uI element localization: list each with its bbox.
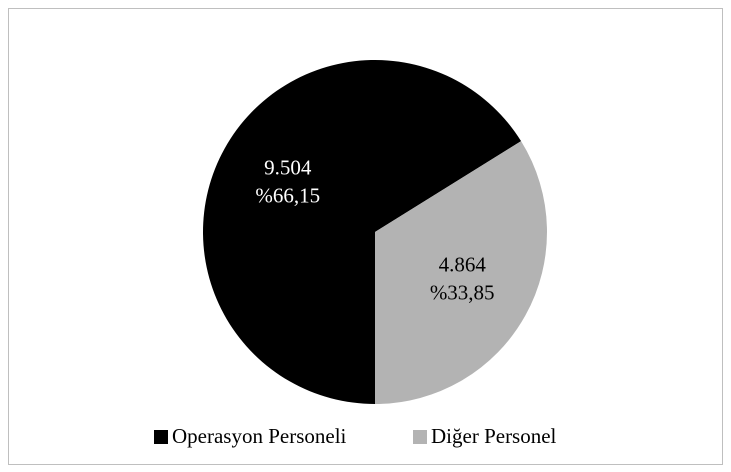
legend-swatch: [154, 430, 168, 444]
pie-slice: [202, 59, 522, 405]
value-label: 9.504: [264, 155, 312, 179]
legend-swatch: [413, 430, 427, 444]
percent-label: %66,15: [255, 183, 320, 207]
legend-label: Operasyon Personeli: [172, 424, 347, 448]
legend-label: Diğer Personel: [431, 424, 557, 448]
percent-label: %33,85: [430, 280, 495, 304]
value-label: 4.864: [439, 252, 487, 276]
pie-slice: [375, 141, 547, 404]
